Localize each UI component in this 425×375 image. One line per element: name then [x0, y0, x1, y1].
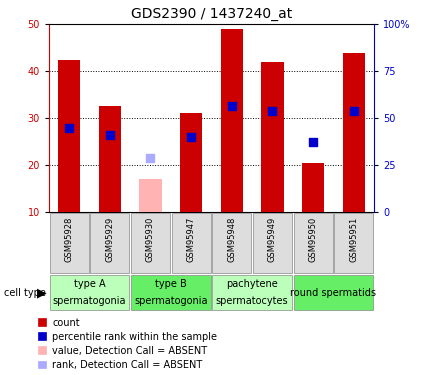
- Text: GSM95948: GSM95948: [227, 217, 236, 262]
- Bar: [180, 113, 202, 212]
- Text: value, Detection Call = ABSENT: value, Detection Call = ABSENT: [52, 346, 207, 356]
- Bar: [294, 213, 332, 273]
- Text: spermatogonia: spermatogonia: [53, 296, 126, 306]
- Text: GSM95950: GSM95950: [309, 217, 317, 262]
- Point: [228, 104, 235, 110]
- Point: [66, 124, 73, 130]
- Bar: [131, 275, 211, 310]
- Text: type A: type A: [74, 279, 105, 289]
- Point: [350, 108, 357, 114]
- Bar: [212, 275, 292, 310]
- Text: GSM95929: GSM95929: [105, 217, 114, 262]
- Point: [147, 155, 154, 161]
- Text: ▶: ▶: [37, 286, 46, 299]
- Bar: [172, 213, 211, 273]
- Bar: [50, 213, 89, 273]
- Bar: [294, 275, 373, 310]
- Text: GSM95928: GSM95928: [65, 217, 74, 262]
- Bar: [212, 213, 251, 273]
- Bar: [58, 60, 80, 212]
- Point: [106, 132, 113, 138]
- Text: percentile rank within the sample: percentile rank within the sample: [52, 332, 217, 342]
- Bar: [253, 213, 292, 273]
- Text: spermatogonia: spermatogonia: [134, 296, 207, 306]
- Text: cell type: cell type: [4, 288, 46, 297]
- Text: GSM95947: GSM95947: [187, 217, 196, 262]
- Bar: [221, 29, 243, 212]
- Bar: [261, 62, 283, 212]
- Point: [188, 134, 195, 140]
- Bar: [131, 213, 170, 273]
- Text: GSM95930: GSM95930: [146, 217, 155, 262]
- Text: spermatocytes: spermatocytes: [216, 296, 289, 306]
- Text: GSM95949: GSM95949: [268, 217, 277, 262]
- Point: [310, 139, 317, 145]
- Text: rank, Detection Call = ABSENT: rank, Detection Call = ABSENT: [52, 360, 203, 370]
- Text: count: count: [52, 318, 80, 327]
- Title: GDS2390 / 1437240_at: GDS2390 / 1437240_at: [131, 7, 292, 21]
- Bar: [91, 213, 129, 273]
- Bar: [343, 53, 365, 212]
- Bar: [139, 179, 162, 212]
- Text: pachytene: pachytene: [226, 279, 278, 289]
- Bar: [302, 163, 324, 212]
- Bar: [50, 275, 129, 310]
- Point: [269, 108, 276, 114]
- Bar: [99, 106, 121, 212]
- Text: GSM95951: GSM95951: [349, 217, 358, 262]
- Text: type B: type B: [155, 279, 187, 289]
- Text: round spermatids: round spermatids: [290, 288, 377, 297]
- Bar: [334, 213, 373, 273]
